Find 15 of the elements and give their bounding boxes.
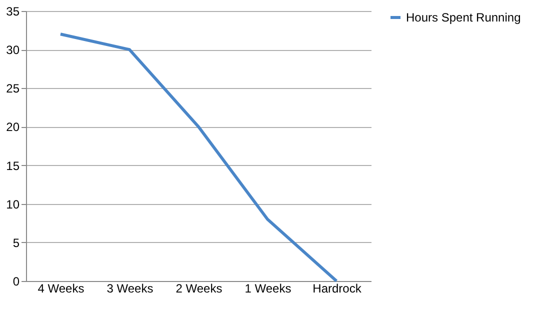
y-tick-label: 35 — [6, 4, 20, 18]
x-tick-label: 1 Weeks — [244, 282, 292, 296]
y-tick-label: 0 — [12, 274, 20, 288]
y-tick-label: 25 — [6, 82, 20, 96]
line-series — [59, 32, 338, 282]
y-tick-label: 10 — [6, 197, 20, 212]
y-tick-label: 30 — [6, 43, 20, 58]
y-tick-label: 20 — [6, 120, 20, 134]
legend-label: Hours Spent Running — [406, 10, 521, 24]
x-tick-label: 3 Weeks — [106, 282, 154, 296]
y-tick-label: 15 — [6, 158, 20, 173]
y-tick-label: 5 — [12, 236, 20, 250]
x-tick-label: 4 Weeks — [38, 282, 84, 296]
x-tick-label: 2 Weeks — [176, 282, 222, 296]
x-tick-label: Hardrock — [312, 282, 362, 296]
